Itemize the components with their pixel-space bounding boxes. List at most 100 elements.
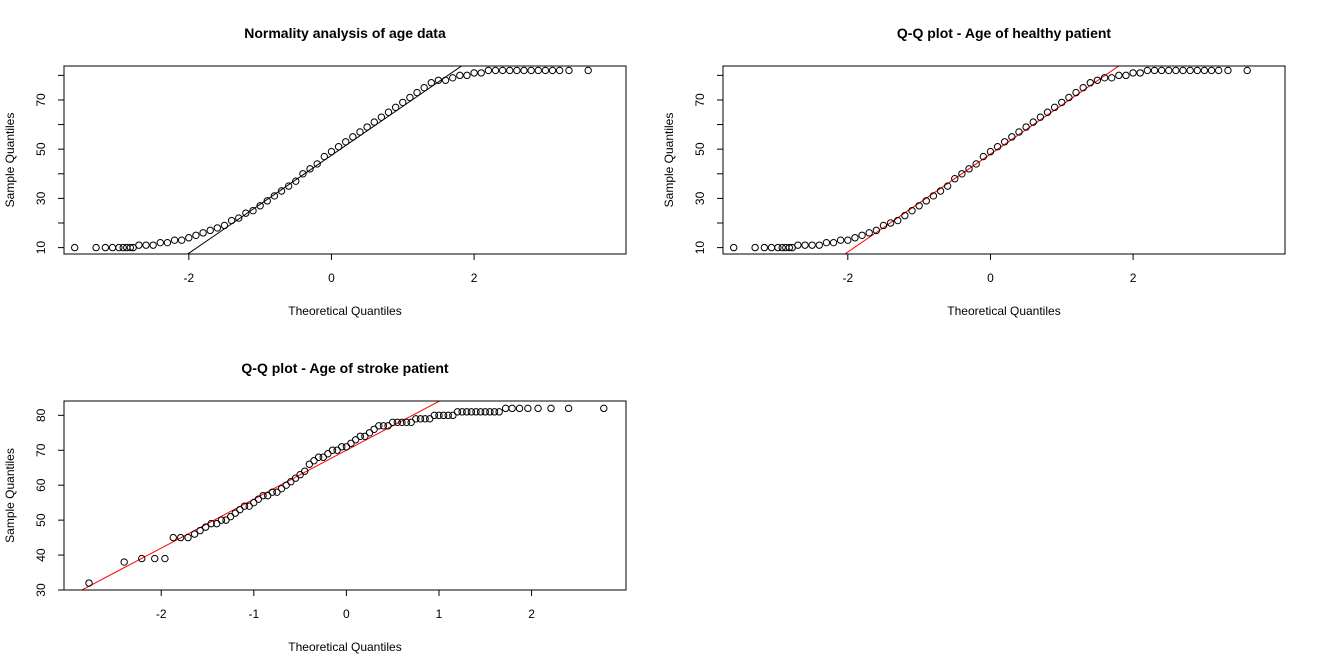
data-point xyxy=(217,516,226,524)
data-point xyxy=(135,241,143,249)
x-tick-label: 2 xyxy=(1130,271,1137,285)
data-point xyxy=(463,71,471,80)
data-point xyxy=(822,238,831,247)
data-point xyxy=(85,579,93,587)
plot-frame xyxy=(63,65,627,255)
data-point xyxy=(406,93,414,102)
data-point xyxy=(1224,66,1232,75)
y-axis-label: Sample Quantiles xyxy=(662,113,676,208)
data-point xyxy=(184,533,192,542)
data-point xyxy=(1043,108,1052,116)
qq-panel-age-data: Normality analysis of age data Theoretic… xyxy=(3,25,627,318)
data-point xyxy=(498,66,507,75)
data-point xyxy=(384,422,392,430)
data-point xyxy=(1115,71,1123,80)
data-point xyxy=(894,216,902,225)
data-point xyxy=(263,197,271,205)
data-point xyxy=(801,241,809,249)
chart-title: Q-Q plot - Age of stroke patient xyxy=(241,360,448,376)
data-point xyxy=(444,411,452,420)
data-point xyxy=(245,502,253,510)
data-point xyxy=(541,66,550,75)
data-point xyxy=(169,533,177,542)
data-point xyxy=(1172,66,1180,75)
data-point xyxy=(1243,66,1251,75)
data-point xyxy=(170,236,179,244)
data-point xyxy=(305,460,314,468)
data-point xyxy=(1200,66,1209,75)
data-point xyxy=(844,236,852,244)
data-point xyxy=(600,404,608,413)
data-point xyxy=(548,66,557,75)
data-point xyxy=(908,206,916,215)
data-point xyxy=(310,457,318,465)
data-point xyxy=(760,243,769,252)
data-point xyxy=(524,404,532,413)
data-point xyxy=(324,450,332,458)
data-point xyxy=(249,206,257,215)
data-point xyxy=(384,108,393,116)
y-tick-label: 30 xyxy=(693,191,707,205)
data-point xyxy=(199,229,207,237)
data-point xyxy=(92,243,100,252)
data-point xyxy=(1157,66,1166,75)
data-point xyxy=(151,554,159,563)
data-point xyxy=(407,418,415,427)
data-point xyxy=(347,439,355,447)
data-point xyxy=(115,243,123,252)
data-point xyxy=(1065,93,1073,102)
data-point xyxy=(149,241,157,249)
data-point xyxy=(520,66,528,75)
data-point xyxy=(1022,123,1030,131)
data-point xyxy=(495,408,503,416)
x-tick-label: -2 xyxy=(156,607,167,621)
data-point xyxy=(1129,69,1137,77)
data-point xyxy=(865,229,873,237)
data-point xyxy=(430,411,439,420)
y-tick-label: 40 xyxy=(34,548,48,562)
data-point xyxy=(794,241,802,249)
data-point xyxy=(273,488,281,496)
data-point xyxy=(338,443,346,451)
data-point xyxy=(156,238,164,247)
data-point xyxy=(391,103,400,112)
data-point xyxy=(501,404,510,413)
data-point xyxy=(785,243,794,252)
data-point xyxy=(185,234,193,242)
data-point xyxy=(449,411,457,420)
data-point xyxy=(1029,118,1037,126)
data-point xyxy=(435,411,443,420)
data-point xyxy=(448,74,457,82)
x-axis-label: Theoretical Quantiles xyxy=(288,304,401,318)
data-point xyxy=(282,481,290,489)
data-point xyxy=(213,224,222,232)
data-point xyxy=(412,415,420,423)
data-point xyxy=(534,66,542,75)
data-point xyxy=(163,238,172,247)
data-point xyxy=(206,226,214,235)
data-point xyxy=(477,69,485,77)
data-point xyxy=(458,408,466,416)
data-point xyxy=(292,177,300,185)
data-point xyxy=(413,88,421,97)
data-point xyxy=(929,192,938,200)
qq-panel-healthy-patient: Q-Q plot - Age of healthy patient Theore… xyxy=(662,25,1286,318)
data-point xyxy=(1058,98,1066,107)
data-point xyxy=(222,516,230,524)
data-point xyxy=(972,160,980,168)
data-point xyxy=(1036,113,1045,121)
plot-frame xyxy=(63,400,627,591)
data-point xyxy=(226,512,235,521)
data-point xyxy=(470,69,478,77)
y-tick-label: 10 xyxy=(34,241,48,255)
data-point xyxy=(1072,88,1080,97)
data-point xyxy=(291,474,300,482)
x-tick-label: 0 xyxy=(987,271,994,285)
data-point xyxy=(268,488,277,496)
data-point xyxy=(402,418,411,427)
data-point xyxy=(120,558,128,566)
data-point xyxy=(767,243,776,252)
data-point xyxy=(958,170,966,178)
data-point xyxy=(584,66,592,75)
data-point xyxy=(476,408,485,416)
